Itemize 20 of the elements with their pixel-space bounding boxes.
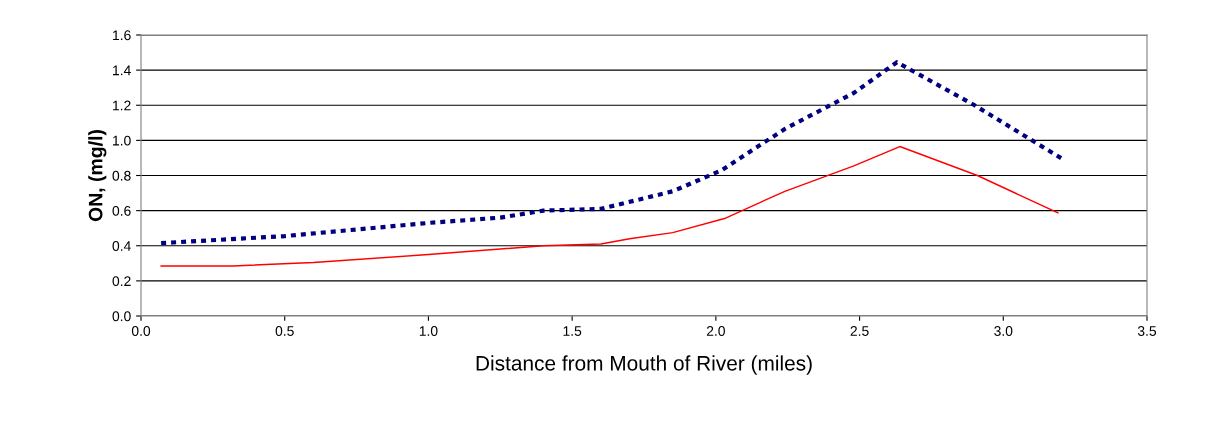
x-tick-label: 0.0	[131, 326, 151, 336]
x-tick-label: 1.5	[563, 326, 582, 336]
y-tick-label: 0.2	[112, 276, 131, 287]
y-tick-label: 0.0	[112, 311, 131, 322]
x-tick-label: 2.5	[850, 326, 869, 336]
x-tick-label: 3.5	[1137, 326, 1157, 336]
y-tick-label: 0.6	[112, 205, 131, 216]
y-tick-label: 1.0	[113, 135, 131, 146]
x-tick-label: 2.0	[706, 326, 725, 336]
y-tick-label: 1.4	[113, 65, 131, 76]
x-tick-label: 0.5	[275, 326, 294, 336]
x-tick-label: 1.0	[419, 326, 438, 336]
x-tick-label: 3.0	[994, 326, 1013, 336]
y-axis-title: ON, (mg/l)	[88, 130, 107, 222]
y-tick-label: 1.2	[113, 100, 131, 111]
line-series	[160, 145, 1059, 267]
y-tick-label: 0.4	[112, 241, 131, 251]
y-tick-label: 1.6	[113, 30, 131, 41]
x-axis-title: Distance from Mouth of River (miles)	[476, 355, 812, 375]
y-tick-label: 0.8	[112, 170, 131, 181]
